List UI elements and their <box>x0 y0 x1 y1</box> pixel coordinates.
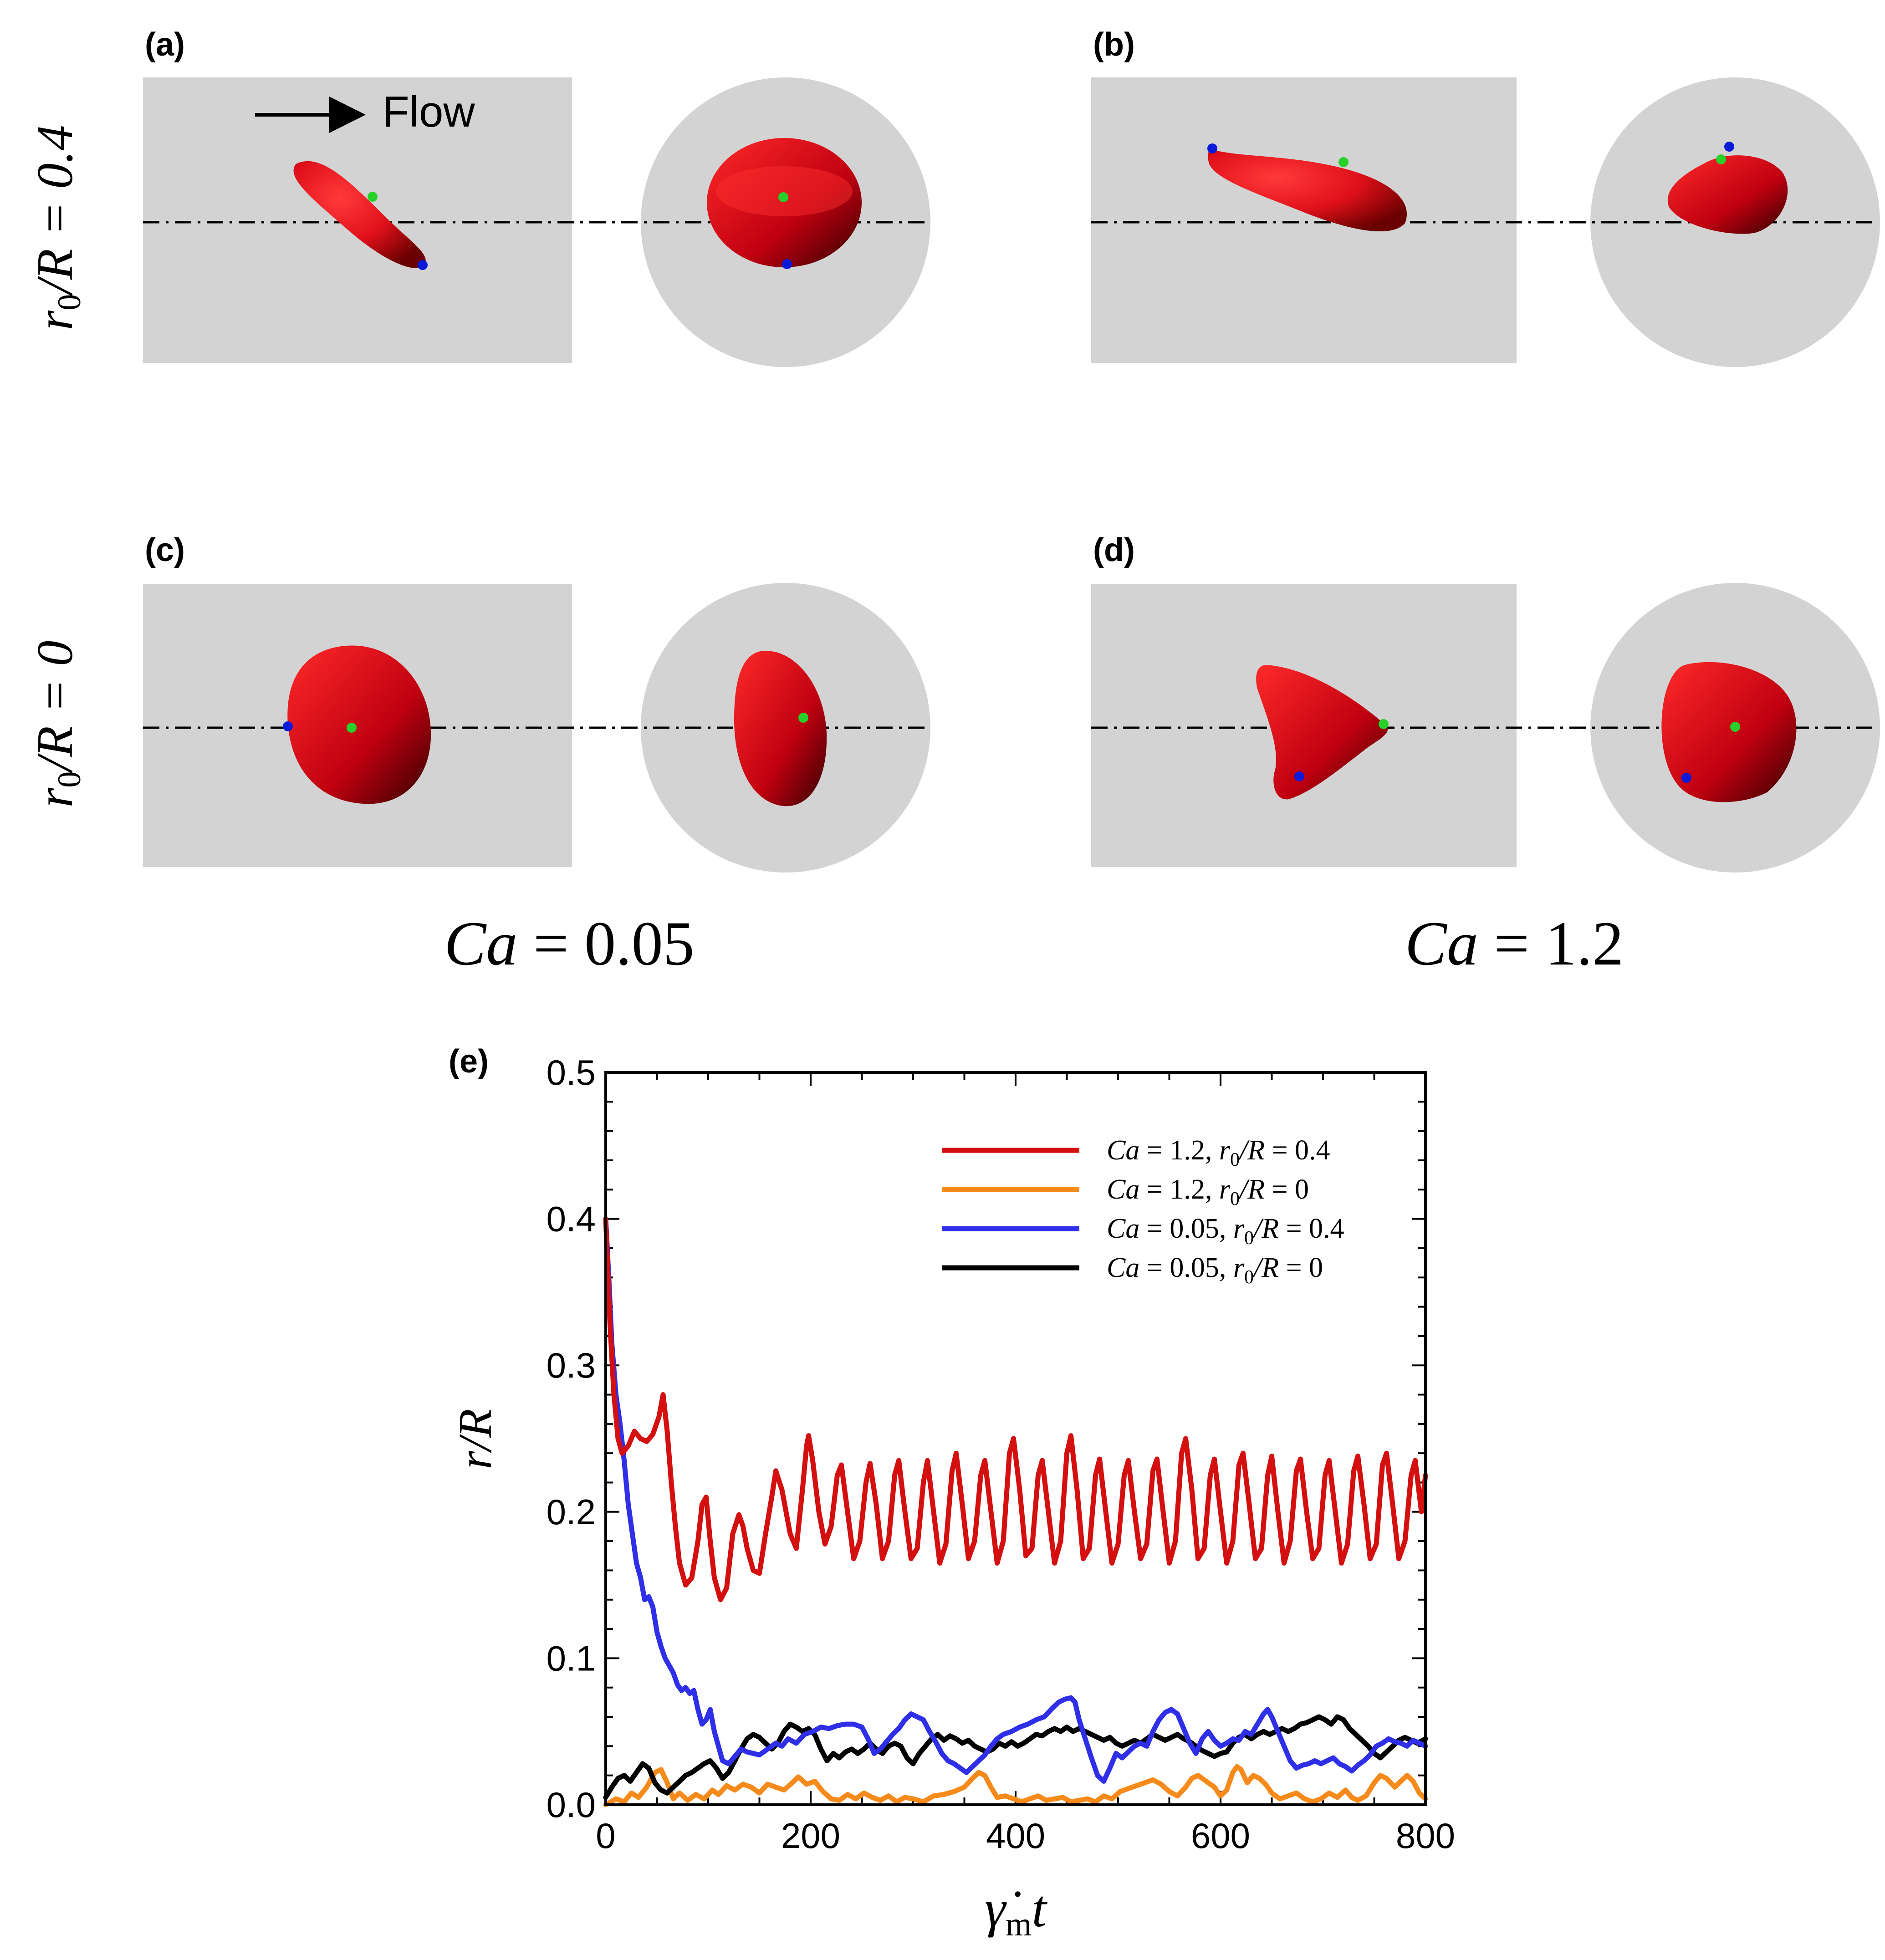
panel-d: (d) <box>1091 532 1880 873</box>
green-marker <box>798 713 808 723</box>
y-tick-label: 0.2 <box>547 1492 596 1532</box>
legend-label-1: Ca = 1.2, r0/R = 0 <box>1107 1174 1309 1210</box>
green-marker <box>1338 157 1349 167</box>
blue-marker <box>1294 771 1304 781</box>
x-tick-label: 600 <box>1191 1816 1250 1856</box>
green-marker <box>1716 154 1726 164</box>
series-line-1 <box>603 1764 1428 1807</box>
rbc-cross-section <box>1667 155 1788 234</box>
rbc-cross-section <box>707 138 862 267</box>
green-marker <box>1730 722 1740 732</box>
blue-marker <box>418 260 428 270</box>
panel-b: (b) <box>1091 26 1880 367</box>
legend-label-2: Ca = 0.05, r0/R = 0.4 <box>1107 1213 1344 1249</box>
chart-tick-labels: 0 200 400 600 800 0.0 0.1 0.2 0.3 0.4 0.5 <box>547 1052 1456 1856</box>
column-label-left: Ca = 0.05 <box>444 909 694 978</box>
plot-frame <box>604 1071 1427 1806</box>
x-tick-label: 400 <box>986 1816 1045 1856</box>
chart-series-layer <box>603 1216 1428 1807</box>
rbc-shape <box>1208 149 1407 232</box>
rbc-shape <box>287 645 431 804</box>
y-tick-label: 0.1 <box>547 1638 596 1678</box>
y-tick-label: 0.4 <box>547 1199 596 1239</box>
panel-c: (c) <box>143 532 930 873</box>
x-axis-label: γ̇mt <box>985 1880 1047 1943</box>
row-label-bottom: r0/R = 0 <box>27 641 87 808</box>
green-marker <box>347 723 357 733</box>
panel-b-label: (b) <box>1093 26 1135 63</box>
panel-c-label: (c) <box>145 532 185 568</box>
legend-label-0: Ca = 1.2, r0/R = 0.4 <box>1107 1135 1330 1170</box>
series-line-0 <box>603 1216 1428 1603</box>
legend-label-3: Ca = 0.05, r0/R = 0 <box>1107 1252 1323 1288</box>
blue-marker <box>283 721 293 731</box>
y-tick-label: 0.0 <box>547 1785 596 1825</box>
rbc-cross-section <box>734 651 827 806</box>
series-line-2 <box>603 1216 1428 1784</box>
rbc-shape <box>293 161 426 268</box>
legend: Ca = 1.2, r0/R = 0.4Ca = 1.2, r0/R = 0Ca… <box>942 1135 1344 1288</box>
panel-e-label: (e) <box>449 1043 489 1080</box>
svg-text:r0/R = 0.4: r0/R = 0.4 <box>27 125 87 331</box>
flow-label: Flow <box>383 87 475 136</box>
panel-b-side-view <box>1091 77 1517 363</box>
y-tick-label: 0.5 <box>547 1052 596 1092</box>
x-tick-label: 800 <box>1396 1816 1455 1856</box>
blue-marker <box>1724 142 1734 152</box>
rbc-cross-section <box>1661 662 1797 802</box>
panel-a: (a) Flow <box>143 26 930 367</box>
green-marker <box>778 192 788 202</box>
rbc-shape <box>1256 665 1388 800</box>
svg-text:r/R: r/R <box>449 1409 501 1470</box>
x-tick-label: 0 <box>596 1816 615 1856</box>
x-tick-label: 200 <box>781 1816 840 1856</box>
blue-marker <box>782 259 792 269</box>
panel-a-label: (a) <box>145 26 185 63</box>
green-marker <box>1379 719 1389 729</box>
column-label-right: Ca = 1.2 <box>1405 909 1624 978</box>
y-tick-label: 0.3 <box>547 1345 596 1385</box>
svg-text:r0/R = 0: r0/R = 0 <box>27 641 87 808</box>
panel-d-label: (d) <box>1093 532 1135 568</box>
y-axis-label: r/R <box>449 1409 501 1470</box>
blue-marker <box>1681 773 1691 783</box>
green-marker <box>368 192 378 202</box>
row-label-top: r0/R = 0.4 <box>27 125 87 331</box>
blue-marker <box>1207 143 1217 153</box>
